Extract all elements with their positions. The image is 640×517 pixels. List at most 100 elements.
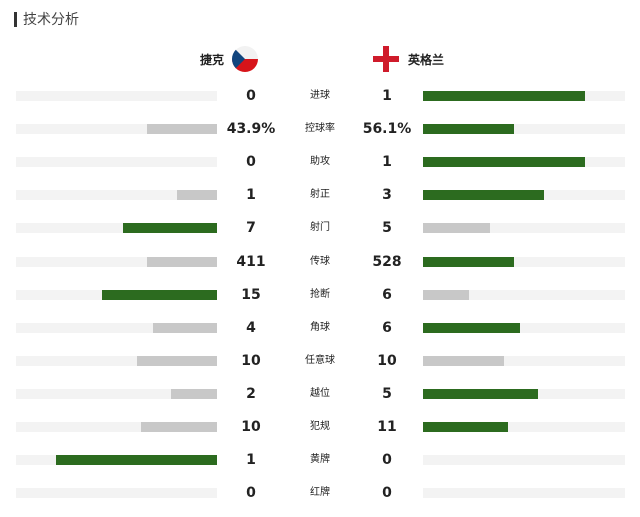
away-team-name: 英格兰 bbox=[408, 52, 445, 67]
stat-row: 411 传球 528 bbox=[0, 252, 640, 272]
home-value: 10 bbox=[241, 419, 261, 435]
czech-flag-icon bbox=[232, 46, 259, 72]
stat-row: 0 进球 1 bbox=[0, 86, 640, 106]
home-bar-track bbox=[16, 389, 217, 399]
away-bar-fill bbox=[423, 323, 520, 333]
england-flag-icon bbox=[372, 45, 400, 73]
stat-row: 10 任意球 10 bbox=[0, 351, 640, 371]
home-value: 15 bbox=[241, 287, 261, 303]
home-bar-fill bbox=[176, 190, 217, 200]
stat-row: 43.9% 控球率 56.1% bbox=[0, 119, 640, 139]
away-bar-track bbox=[423, 290, 625, 300]
stat-row: 10 犯规 11 bbox=[0, 417, 640, 437]
away-value: 0 bbox=[382, 452, 392, 468]
stat-label: 射门 bbox=[310, 222, 330, 233]
home-bar-track bbox=[16, 190, 217, 200]
away-value: 5 bbox=[382, 220, 392, 236]
home-bar-track bbox=[16, 488, 217, 498]
stat-label: 犯规 bbox=[310, 421, 330, 432]
away-bar-track bbox=[423, 389, 625, 399]
stat-row: 0 助攻 1 bbox=[0, 152, 640, 172]
home-value: 1 bbox=[246, 187, 256, 203]
stat-row: 1 黄牌 0 bbox=[0, 450, 640, 470]
away-bar-fill bbox=[423, 190, 545, 200]
stat-label: 任意球 bbox=[305, 355, 335, 366]
home-bar-track bbox=[16, 157, 217, 167]
away-bar-track bbox=[423, 488, 625, 498]
away-bar-fill bbox=[423, 91, 585, 101]
home-bar-fill bbox=[122, 223, 217, 233]
away-value: 1 bbox=[382, 154, 392, 170]
stat-label: 射正 bbox=[310, 189, 330, 200]
away-value: 10 bbox=[377, 353, 397, 369]
stat-row: 15 抢断 6 bbox=[0, 285, 640, 305]
away-bar-fill bbox=[423, 389, 539, 399]
home-bar-track bbox=[16, 323, 217, 333]
away-bar-track bbox=[423, 91, 625, 101]
home-value: 4 bbox=[246, 320, 256, 336]
home-value: 0 bbox=[246, 154, 256, 170]
section-header: 技术分析 bbox=[14, 9, 79, 29]
stat-label: 越位 bbox=[310, 388, 330, 399]
stat-row: 7 射门 5 bbox=[0, 218, 640, 238]
away-bar-track bbox=[423, 323, 625, 333]
home-bar-track bbox=[16, 455, 217, 465]
home-bar-fill bbox=[152, 323, 217, 333]
home-value: 43.9% bbox=[226, 121, 276, 137]
away-bar-track bbox=[423, 157, 625, 167]
away-bar-track bbox=[423, 422, 625, 432]
away-bar-track bbox=[423, 124, 625, 134]
stat-label: 传球 bbox=[310, 256, 330, 267]
section-title: 技术分析 bbox=[23, 12, 79, 28]
away-bar-track bbox=[423, 257, 625, 267]
away-value: 6 bbox=[382, 320, 392, 336]
home-bar-track bbox=[16, 124, 217, 134]
home-bar-fill bbox=[146, 124, 217, 134]
away-bar-fill bbox=[423, 223, 490, 233]
home-team-name: 捷克 bbox=[200, 52, 225, 67]
away-value: 0 bbox=[382, 485, 392, 501]
home-bar-fill bbox=[136, 356, 217, 366]
away-bar-fill bbox=[423, 157, 585, 167]
away-value: 528 bbox=[372, 254, 402, 270]
home-value: 10 bbox=[241, 353, 261, 369]
stat-row: 0 红牌 0 bbox=[0, 483, 640, 503]
away-bar-track bbox=[423, 190, 625, 200]
away-team: 英格兰 bbox=[372, 44, 444, 74]
england-cross-vertical bbox=[383, 46, 389, 72]
away-bar-fill bbox=[423, 257, 514, 267]
home-value: 2 bbox=[246, 386, 256, 402]
home-bar-fill bbox=[146, 257, 217, 267]
away-value: 6 bbox=[382, 287, 392, 303]
home-value: 0 bbox=[246, 485, 256, 501]
away-value: 5 bbox=[382, 386, 392, 402]
home-bar-track bbox=[16, 356, 217, 366]
stat-label: 红牌 bbox=[310, 487, 330, 498]
home-bar-track bbox=[16, 290, 217, 300]
home-bar-fill bbox=[170, 389, 217, 399]
home-value: 1 bbox=[246, 452, 256, 468]
home-bar-fill bbox=[140, 422, 217, 432]
home-bar-track bbox=[16, 223, 217, 233]
away-bar-fill bbox=[423, 290, 470, 300]
away-value: 11 bbox=[377, 419, 397, 435]
stat-row: 2 越位 5 bbox=[0, 384, 640, 404]
home-bar-track bbox=[16, 422, 217, 432]
away-bar-track bbox=[423, 223, 625, 233]
away-bar-fill bbox=[423, 124, 514, 134]
home-value: 7 bbox=[246, 220, 256, 236]
stat-row: 1 射正 3 bbox=[0, 185, 640, 205]
home-value: 0 bbox=[246, 88, 256, 104]
home-value: 411 bbox=[236, 254, 266, 270]
away-bar-fill bbox=[423, 422, 508, 432]
stat-label: 黄牌 bbox=[310, 454, 330, 465]
stat-label: 进球 bbox=[310, 90, 330, 101]
away-value: 1 bbox=[382, 88, 392, 104]
stat-label: 角球 bbox=[310, 322, 330, 333]
section-header-bar bbox=[14, 11, 17, 27]
away-value: 56.1% bbox=[362, 121, 412, 137]
stat-row: 4 角球 6 bbox=[0, 318, 640, 338]
home-bar-fill bbox=[56, 455, 217, 465]
away-bar-track bbox=[423, 356, 625, 366]
home-bar-track bbox=[16, 91, 217, 101]
